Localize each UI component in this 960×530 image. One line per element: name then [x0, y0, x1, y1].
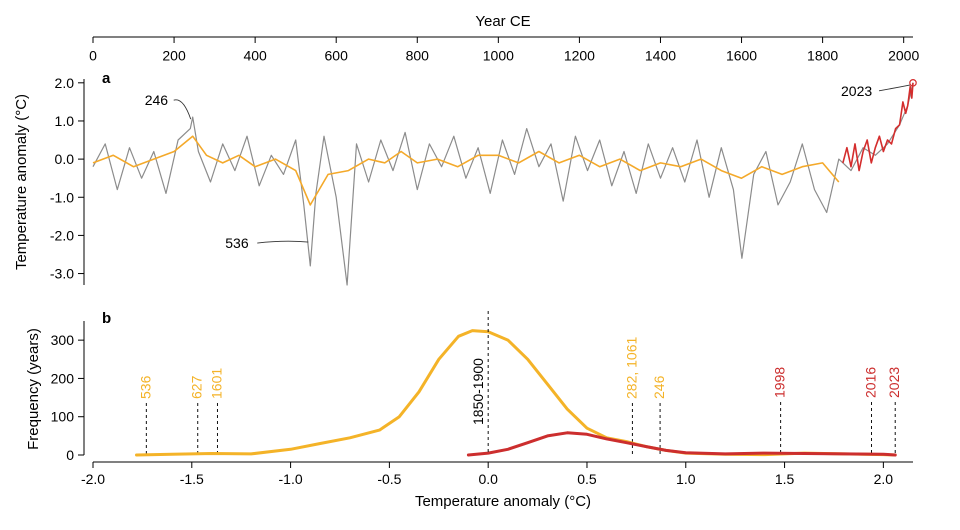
- panel-a-xlabel: Year CE: [475, 13, 530, 30]
- panel-a-series-smoothed: [92, 135, 840, 206]
- panel-a-ytick-label: 2.0: [55, 75, 75, 91]
- panel-a-annotation-label: 246: [145, 92, 169, 108]
- panel-b-xlabel: Temperature anomaly (°C): [415, 493, 591, 510]
- panel-a: Year CE 0 200 400 600 800 1000 1200 1400 1600 180…: [13, 13, 919, 286]
- panel-b-marker-label: 2016: [863, 367, 879, 398]
- panel-a-annotation-marker: [909, 79, 917, 87]
- panel-b-ytick-label: 0: [66, 447, 74, 463]
- panel-b-xtick-label: -2.0: [81, 471, 105, 487]
- panel-b-reference-label: 1850-1900: [470, 358, 486, 425]
- panel-a-xtick-label: 1200: [564, 47, 595, 63]
- panel-a-xtick-label: 800: [406, 47, 430, 63]
- panel-b-marker-label: 282, 1061: [623, 337, 639, 399]
- panel-b-marker-label: 1998: [772, 367, 788, 398]
- panel-b: b 0 100 200 300 -2.0 -1.5 -1.0 -0.5 0.0 0.5 1.0 1.…: [25, 310, 913, 510]
- panel-b-marker-label: 1601: [208, 368, 224, 399]
- panel-b-xtick-label: -1.5: [180, 471, 204, 487]
- panel-b-marker-label: 536: [137, 375, 153, 399]
- panel-a-xtick-label: 600: [325, 47, 349, 63]
- panel-a-ytick-label: -2.0: [50, 227, 74, 243]
- panel-a-xtick-label: 200: [162, 47, 186, 63]
- panel-b-ylabel: Frequency (years): [25, 328, 42, 450]
- panel-a-ytick-label: -1.0: [50, 189, 74, 205]
- panel-a-annotation-label: 2023: [841, 83, 872, 99]
- panel-a-series: [92, 82, 914, 286]
- panel-b-series: [135, 329, 897, 457]
- panel-a-annotation-leader: [878, 84, 912, 92]
- panel-a-xtick-label: 2000: [888, 47, 919, 63]
- panel-b-xtick-label: -1.0: [279, 471, 303, 487]
- panel-a-xtick-label: 1800: [807, 47, 838, 63]
- panel-a-annotations: 246 536 2023: [145, 79, 917, 251]
- panel-b-xticks: -2.0 -1.5 -1.0 -0.5 0.0 0.5 1.0 1.5 2.0: [81, 462, 893, 487]
- panel-b-ytick-label: 200: [51, 370, 75, 386]
- panel-b-xtick-label: 2.0: [874, 471, 894, 487]
- panel-a-xtick-label: 400: [243, 47, 267, 63]
- panel-a-ytick-label: -3.0: [50, 266, 74, 282]
- panel-b-marker-label: 627: [189, 375, 205, 399]
- panel-a-xtick-label: 1600: [726, 47, 757, 63]
- panel-a-yticks: 2.0 1.0 0.0 -1.0 -2.0 -3.0: [50, 75, 84, 282]
- panel-b-markers: 536 627 1601 282, 1061 246 1998 2016 2023: [137, 337, 902, 455]
- panel-b-ytick-label: 100: [51, 409, 75, 425]
- panel-b-yticks: 0 100 200 300: [51, 332, 84, 463]
- panel-b-xtick-label: 1.0: [676, 471, 696, 487]
- panel-b-xtick-label: 0.5: [577, 471, 597, 487]
- panel-b-series-instrumental: [466, 431, 897, 457]
- panel-b-letter: b: [102, 310, 111, 327]
- panel-a-xtick-label: 1400: [645, 47, 676, 63]
- panel-a-annotation-label: 536: [225, 235, 249, 251]
- panel-a-letter: a: [102, 70, 111, 87]
- panel-b-xtick-label: -0.5: [377, 471, 401, 487]
- panel-b-xtick-label: 0.0: [478, 471, 498, 487]
- panel-b-marker-label: 2023: [886, 367, 902, 398]
- panel-a-ytick-label: 1.0: [55, 113, 75, 129]
- panel-b-ytick-label: 300: [51, 332, 75, 348]
- panel-a-annotation-leader: [173, 99, 192, 120]
- panel-a-ylabel: Temperature anomaly (°C): [13, 94, 30, 270]
- panel-a-xticks: 0 200 400 600 800 1000 1200 1400 1600 1800 2000: [89, 37, 919, 63]
- panel-a-xtick-label: 0: [89, 47, 97, 63]
- panel-b-reference-line: 1850-1900: [470, 311, 489, 455]
- panel-a-xtick-label: 1000: [483, 47, 514, 63]
- panel-a-ytick-label: 0.0: [55, 151, 75, 167]
- panel-a-series-instrumental: [842, 82, 914, 172]
- panel-b-xtick-label: 1.5: [775, 471, 795, 487]
- panel-a-annotation-leader: [257, 240, 309, 244]
- panel-a-series-annual: [92, 82, 914, 286]
- panel-b-marker-label: 246: [651, 375, 667, 399]
